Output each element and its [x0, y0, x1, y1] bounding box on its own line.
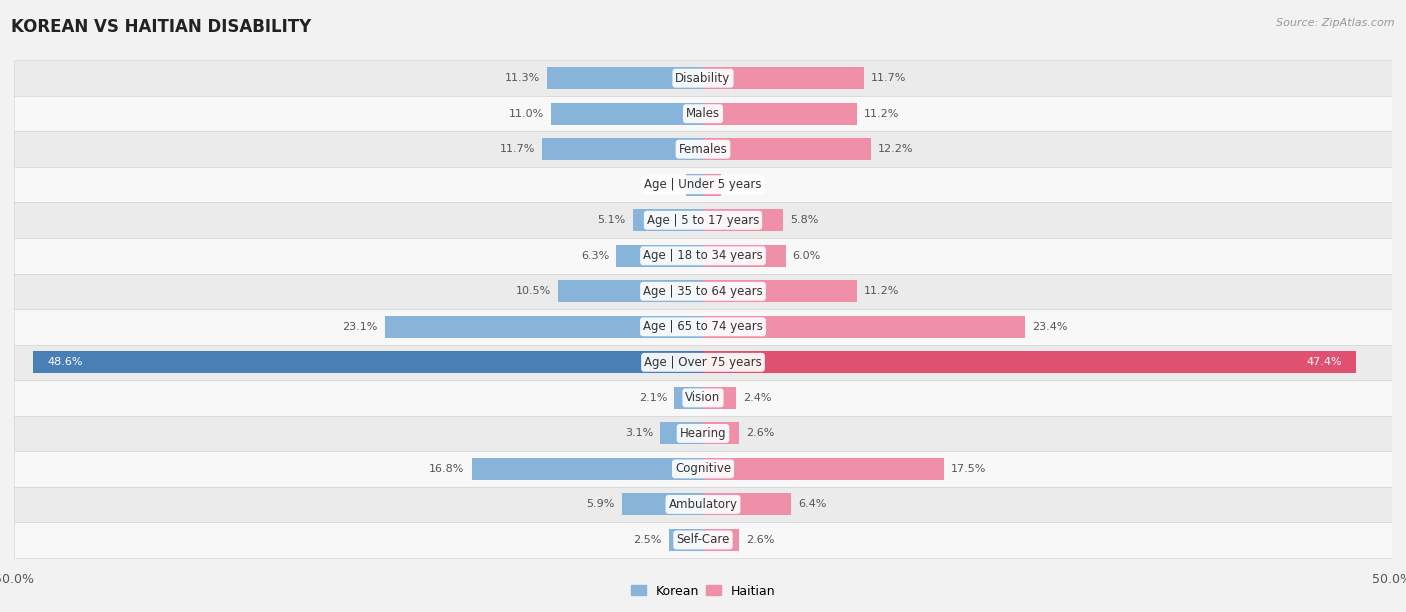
Text: Age | Under 5 years: Age | Under 5 years — [644, 178, 762, 191]
Bar — [14, 487, 1392, 522]
Text: 16.8%: 16.8% — [429, 464, 464, 474]
Legend: Korean, Haitian: Korean, Haitian — [626, 580, 780, 602]
Bar — [621, 493, 703, 515]
Bar — [14, 274, 1392, 309]
Text: 2.6%: 2.6% — [745, 428, 775, 438]
Bar — [703, 209, 783, 231]
Text: 2.6%: 2.6% — [745, 535, 775, 545]
Bar — [14, 238, 1392, 274]
Bar — [551, 103, 703, 125]
Bar — [703, 245, 786, 267]
Text: 23.4%: 23.4% — [1032, 322, 1067, 332]
Bar — [703, 316, 1025, 338]
Text: 11.0%: 11.0% — [509, 109, 544, 119]
Text: 17.5%: 17.5% — [950, 464, 987, 474]
Text: 2.1%: 2.1% — [638, 393, 668, 403]
Text: Source: ZipAtlas.com: Source: ZipAtlas.com — [1277, 18, 1395, 28]
Bar — [14, 416, 1392, 451]
Bar — [661, 422, 703, 444]
Text: 12.2%: 12.2% — [877, 144, 914, 154]
Text: Age | 18 to 34 years: Age | 18 to 34 years — [643, 249, 763, 263]
Text: 10.5%: 10.5% — [516, 286, 551, 296]
Bar — [703, 138, 872, 160]
Text: Males: Males — [686, 107, 720, 120]
Text: 5.1%: 5.1% — [598, 215, 626, 225]
Bar — [558, 280, 703, 302]
Bar — [541, 138, 703, 160]
Bar — [686, 174, 703, 196]
Bar — [703, 387, 737, 409]
Text: Hearing: Hearing — [679, 427, 727, 440]
Bar — [547, 67, 703, 89]
Text: Age | 35 to 64 years: Age | 35 to 64 years — [643, 285, 763, 298]
Bar — [633, 209, 703, 231]
Bar — [669, 529, 703, 551]
Text: 3.1%: 3.1% — [626, 428, 654, 438]
Bar — [471, 458, 703, 480]
Text: 11.7%: 11.7% — [872, 73, 907, 83]
Text: KOREAN VS HAITIAN DISABILITY: KOREAN VS HAITIAN DISABILITY — [11, 18, 312, 36]
Bar — [703, 280, 858, 302]
Bar — [703, 67, 865, 89]
Bar — [14, 380, 1392, 416]
Text: 6.3%: 6.3% — [581, 251, 609, 261]
Bar — [14, 451, 1392, 487]
Bar — [14, 203, 1392, 238]
Text: Age | 65 to 74 years: Age | 65 to 74 years — [643, 320, 763, 334]
Bar — [703, 174, 721, 196]
Text: 5.9%: 5.9% — [586, 499, 614, 509]
Text: Ambulatory: Ambulatory — [668, 498, 738, 511]
Bar — [14, 345, 1392, 380]
Bar — [14, 309, 1392, 345]
Text: 11.3%: 11.3% — [505, 73, 540, 83]
Bar — [703, 103, 858, 125]
Text: 6.0%: 6.0% — [793, 251, 821, 261]
Bar — [703, 529, 738, 551]
Text: Females: Females — [679, 143, 727, 155]
Bar — [34, 351, 703, 373]
Text: 47.4%: 47.4% — [1306, 357, 1343, 367]
Bar — [14, 132, 1392, 167]
Text: Self-Care: Self-Care — [676, 534, 730, 547]
Bar — [616, 245, 703, 267]
Text: 1.2%: 1.2% — [651, 180, 679, 190]
Text: Age | 5 to 17 years: Age | 5 to 17 years — [647, 214, 759, 227]
Bar — [703, 458, 945, 480]
Text: Vision: Vision — [685, 391, 721, 405]
Text: 48.6%: 48.6% — [48, 357, 83, 367]
Bar — [14, 167, 1392, 203]
Text: Cognitive: Cognitive — [675, 463, 731, 476]
Bar — [703, 351, 1357, 373]
Text: 2.5%: 2.5% — [633, 535, 662, 545]
Text: Age | Over 75 years: Age | Over 75 years — [644, 356, 762, 369]
Text: 1.3%: 1.3% — [728, 180, 756, 190]
Text: 11.2%: 11.2% — [865, 286, 900, 296]
Text: 2.4%: 2.4% — [742, 393, 772, 403]
Text: 11.2%: 11.2% — [865, 109, 900, 119]
Bar — [14, 96, 1392, 132]
Text: 5.8%: 5.8% — [790, 215, 818, 225]
Bar — [14, 61, 1392, 96]
Bar — [703, 422, 738, 444]
Text: Disability: Disability — [675, 72, 731, 84]
Text: 11.7%: 11.7% — [499, 144, 534, 154]
Text: 6.4%: 6.4% — [799, 499, 827, 509]
Bar — [673, 387, 703, 409]
Text: 23.1%: 23.1% — [343, 322, 378, 332]
Bar — [14, 522, 1392, 558]
Bar — [385, 316, 703, 338]
Bar — [703, 493, 792, 515]
